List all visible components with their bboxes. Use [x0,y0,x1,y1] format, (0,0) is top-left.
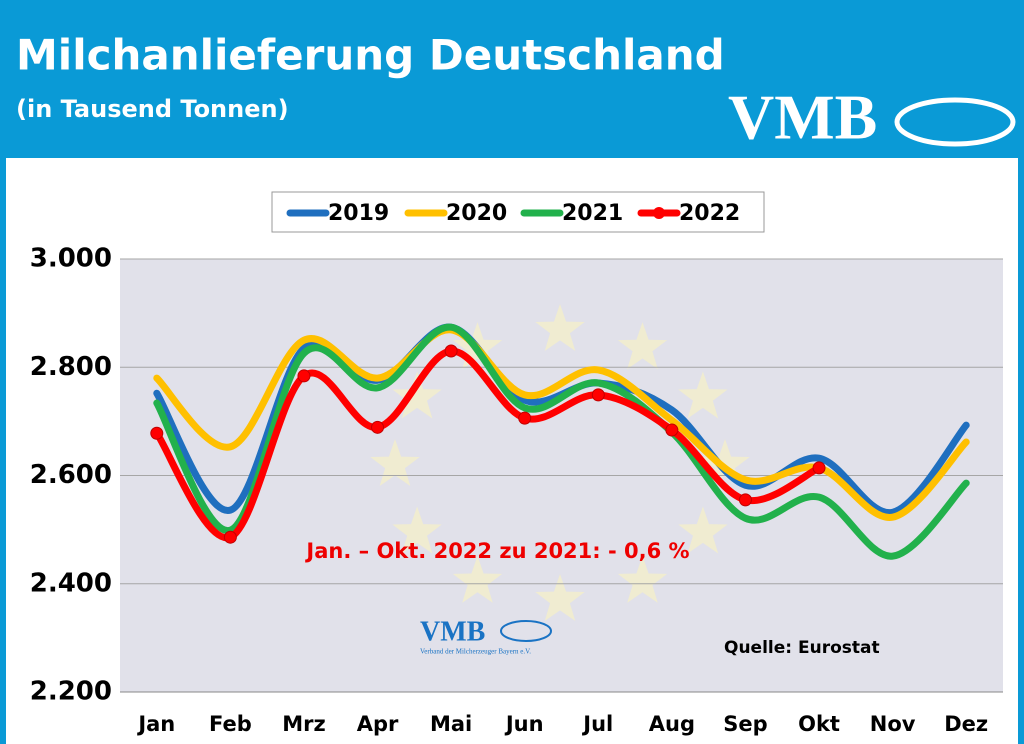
x-tick-label: Feb [209,712,252,736]
eu-star [452,555,503,603]
annotation: Jan. – Okt. 2022 zu 2021: - 0,6 % [304,539,689,563]
x-tick-label: Nov [870,712,916,736]
inner-logo: VMB [420,616,485,647]
point [591,388,605,402]
x-tick-label: Mrz [282,712,325,736]
legend-label: 2019 [328,201,389,226]
y-tick-label: 2.600 [30,460,112,490]
x-tick-label: Aug [649,712,695,736]
chart-title: Milchanlieferung Deutschland [16,31,725,80]
point [223,530,237,544]
chart-subtitle: (in Tausend Tonnen) [16,95,289,123]
eu-stars [370,304,750,621]
point [150,426,164,440]
point [371,420,385,434]
legend-label: 2022 [679,201,740,226]
inner-logo-swoosh [500,620,552,642]
eu-star [370,439,420,486]
eu-star [700,439,750,486]
point [518,411,532,425]
legend-label: 2020 [446,201,507,226]
point [444,344,458,358]
legend-label: 2021 [562,201,623,226]
x-tick-label: Apr [357,712,399,736]
point [665,423,679,437]
x-tick-label: Dez [944,712,988,736]
y-tick-label: 3.000 [30,244,112,274]
eu-star [617,555,668,603]
grid [120,258,1003,693]
series-line [153,323,970,560]
eu-star [392,506,442,554]
point [738,493,752,507]
y-tick-label: 2.800 [30,352,112,382]
y-tick-label: 2.200 [30,677,112,707]
eu-star [392,371,442,419]
x-tick-label: Jun [504,712,544,736]
x-tick-label: Sep [723,712,767,736]
point [297,369,311,383]
inner-logo-caption: Verband der Milcherzeuger Bayern e.V. [420,648,531,656]
source: Quelle: Eurostat [724,638,880,658]
logo-swoosh [894,97,1016,147]
eu-star [678,371,728,419]
x-tick-label: Jan [136,712,175,736]
x-tick-label: Okt [798,712,840,736]
eu-star [535,304,585,351]
eu-star [678,506,728,554]
point [812,461,826,475]
legend-marker [653,207,665,219]
legend-box [271,191,765,233]
logo: VMB [728,82,877,153]
eu-star [617,322,668,370]
eu-star [535,574,585,621]
x-tick-label: Mai [430,712,472,736]
series-line [153,326,970,521]
lines [150,323,970,560]
y-tick-label: 2.400 [30,568,112,598]
x-tick-label: Jul [581,712,613,736]
